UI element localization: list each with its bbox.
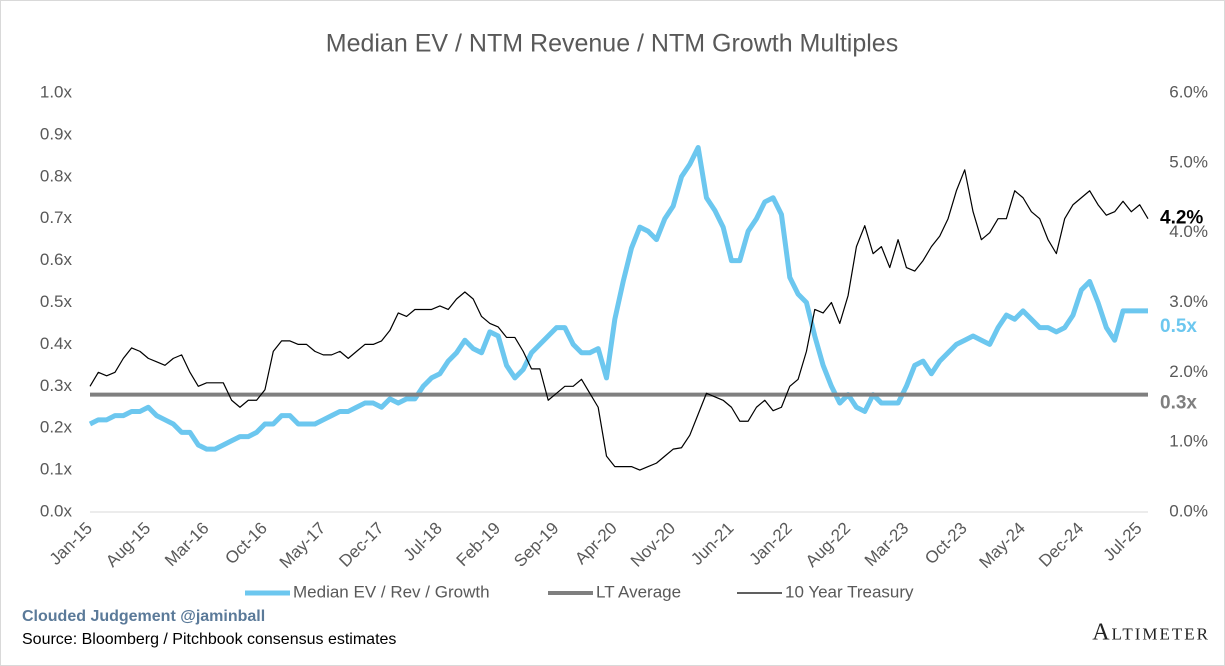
y-tick-label: 0.4x <box>40 334 73 353</box>
y-tick-label: 0.1x <box>40 460 73 479</box>
end-label: 0.5x <box>1160 316 1197 337</box>
y-tick-label: 0.8x <box>40 166 73 185</box>
y-tick-label: 0.5x <box>40 292 73 311</box>
y-tick-label: 0.3x <box>40 376 73 395</box>
y-tick-label: 1.0x <box>40 82 73 101</box>
source: Source: Bloomberg / Pitchbook consensus … <box>22 631 396 648</box>
credit: Clouded Judgement @jaminball <box>22 608 265 625</box>
brand: Altimeter <box>1092 620 1210 646</box>
legend-label: LT Average <box>596 582 681 601</box>
legend-label: Median EV / Rev / Growth <box>293 582 490 601</box>
end-label: 4.2% <box>1160 208 1203 229</box>
y2-tick-label: 5.0% <box>1169 152 1208 171</box>
y-tick-label: 0.6x <box>40 250 73 269</box>
chart-title: Median EV / NTM Revenue / NTM Growth Mul… <box>326 30 898 58</box>
y-tick-label: 0.7x <box>40 208 73 227</box>
y2-tick-label: 4.0% <box>1169 222 1208 241</box>
series-line <box>89 169 1149 471</box>
y2-tick-label: 2.0% <box>1169 362 1208 381</box>
legend-label: 10 Year Treasury <box>785 582 914 601</box>
y-tick-label: 0.9x <box>40 124 73 143</box>
y2-tick-label: 0.0% <box>1169 501 1208 520</box>
y-tick-label: 0.2x <box>40 418 73 437</box>
series-line <box>88 144 1148 452</box>
y2-tick-label: 3.0% <box>1169 292 1208 311</box>
y-tick-label: 0.0x <box>40 501 73 520</box>
y2-tick-label: 1.0% <box>1169 432 1208 451</box>
y2-tick-label: 6.0% <box>1169 82 1208 101</box>
end-label: 0.3x <box>1160 393 1197 414</box>
